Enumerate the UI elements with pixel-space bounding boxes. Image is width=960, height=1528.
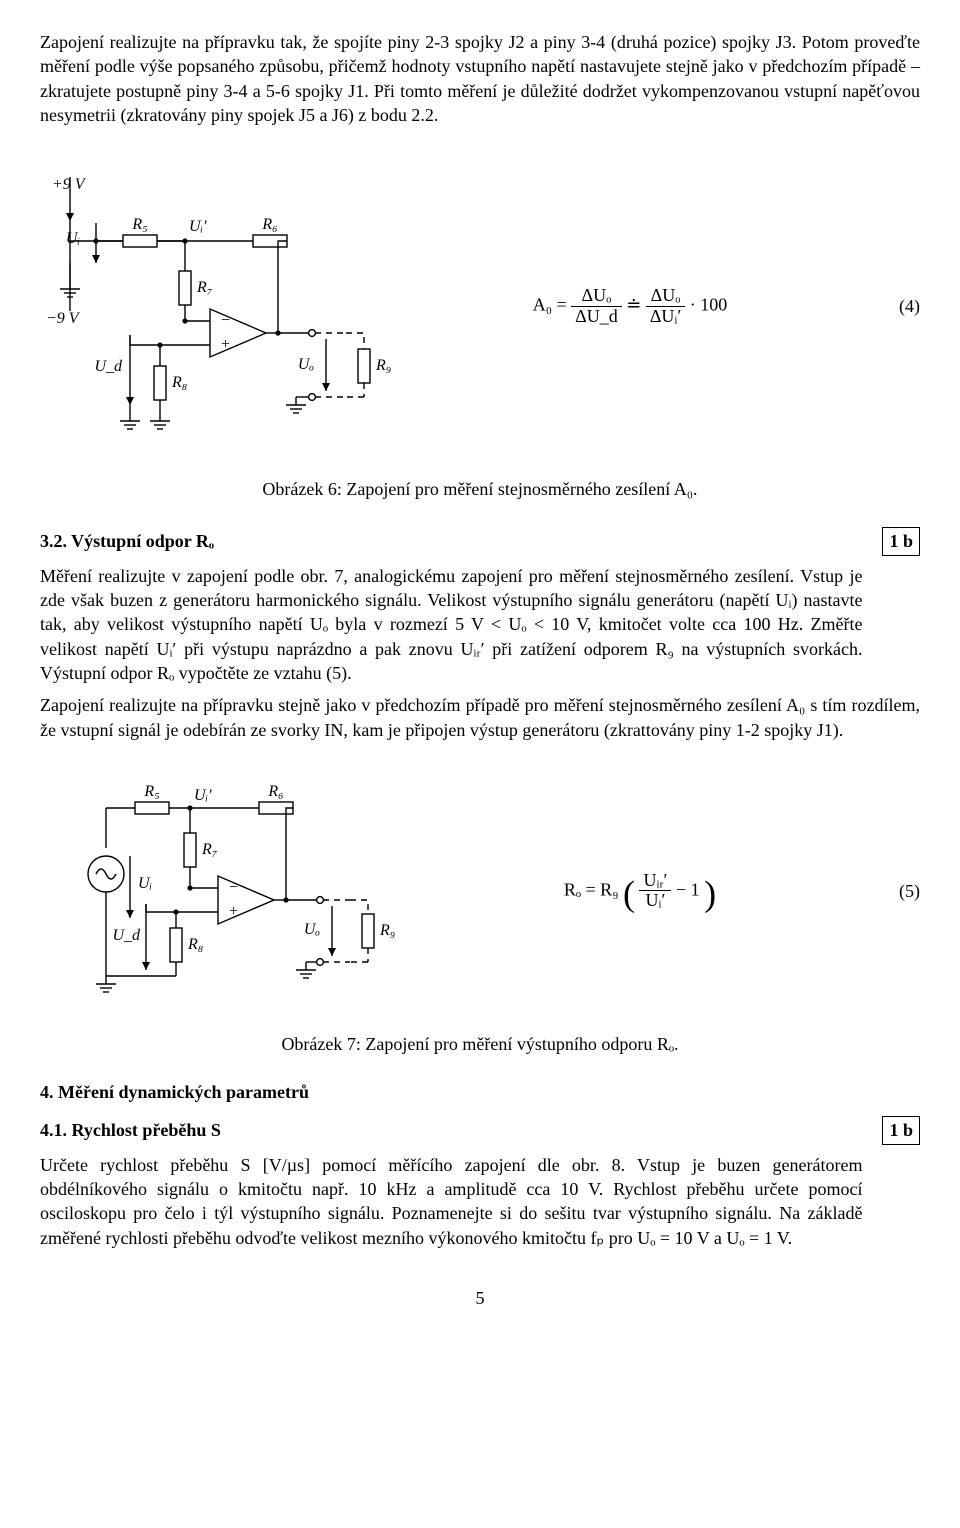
svg-text:Uᵢ: Uᵢ xyxy=(66,230,80,247)
eq4-tail: · 100 xyxy=(690,294,728,314)
eq5-den: Uᵢ′ xyxy=(639,890,671,911)
section-4-1-title: 4.1. Rychlost přeběhu S xyxy=(40,1118,862,1142)
equation-5: Rₒ = R₉ ( Uᵢᵣ′ Uᵢ′ − 1 ) xyxy=(420,871,860,912)
eq4-mid: ≐ xyxy=(626,294,646,314)
eq5-lhs: Rₒ = R₉ xyxy=(564,879,619,899)
svg-text:R₈: R₈ xyxy=(171,374,187,391)
eq5-number: (5) xyxy=(860,879,920,903)
svg-text:Uₒ: Uₒ xyxy=(304,921,321,938)
svg-text:R₉: R₉ xyxy=(379,922,395,939)
section-3-2-title: 3.2. Výstupní odpor Rₒ xyxy=(40,529,862,553)
eq4-num2: ΔUₒ xyxy=(646,286,685,306)
svg-text:−9 V: −9 V xyxy=(46,310,81,327)
section-4-1-p: Určete rychlost přeběhu S [V/µs] pomocí … xyxy=(40,1153,862,1250)
svg-text:Uᵢ: Uᵢ xyxy=(138,875,152,892)
section-3-2-p2: Zapojení realizujte na přípravku stejně … xyxy=(40,693,920,742)
circuit-fig7: R₅ Uᵢ′ R₆ Uᵢ R₇ − + R₈ U_d R₉ Uₒ xyxy=(60,778,420,1008)
svg-text:R₅: R₅ xyxy=(143,783,159,800)
page-number: 5 xyxy=(40,1286,920,1310)
eq5-tail: − 1 xyxy=(676,879,700,899)
points-badge-4-1: 1 b xyxy=(882,1116,920,1144)
svg-text:+: + xyxy=(228,903,239,920)
eq5-num: Uᵢᵣ′ xyxy=(639,871,671,891)
svg-text:R₅: R₅ xyxy=(131,216,147,233)
svg-text:R₈: R₈ xyxy=(187,936,203,953)
eq4-number: (4) xyxy=(860,294,920,318)
svg-text:R₇: R₇ xyxy=(201,841,218,858)
svg-text:Uᵢ′: Uᵢ′ xyxy=(194,787,212,804)
svg-text:−: − xyxy=(228,879,239,896)
svg-text:Uₒ: Uₒ xyxy=(298,356,315,373)
svg-text:Uᵢ′: Uᵢ′ xyxy=(189,218,207,235)
eq4-lhs: A₀ = xyxy=(533,294,567,314)
section-4-title: 4. Měření dynamických parametrů xyxy=(40,1080,920,1104)
svg-text:U_d: U_d xyxy=(94,358,123,375)
eq4-den1: ΔU_d xyxy=(571,306,622,327)
figure6-row: +9 VUᵢR₅Uᵢ′R₆−9 VR₇−+R₈U_dR₉Uₒ A₀ = ΔUₒ … xyxy=(40,155,920,457)
eq4-den2: ΔUᵢ′ xyxy=(646,306,685,327)
section-3-2-p1: Měření realizujte v zapojení podle obr. … xyxy=(40,564,862,685)
equation-4: A₀ = ΔUₒ ΔU_d ≐ ΔUₒ ΔUᵢ′ · 100 xyxy=(400,286,860,327)
points-badge-3-2: 1 b xyxy=(882,527,920,555)
svg-text:R₆: R₆ xyxy=(261,216,277,233)
circuit-fig6: +9 VUᵢR₅Uᵢ′R₆−9 VR₇−+R₈U_dR₉Uₒ xyxy=(40,163,400,453)
figure7-caption: Obrázek 7: Zapojení pro měření výstupníh… xyxy=(40,1032,920,1056)
figure6-caption: Obrázek 6: Zapojení pro měření stejnosmě… xyxy=(40,477,920,501)
svg-text:U_d: U_d xyxy=(112,927,141,944)
svg-text:R₇: R₇ xyxy=(196,279,213,296)
svg-text:R₉: R₉ xyxy=(375,357,391,374)
eq4-num1: ΔUₒ xyxy=(571,286,622,306)
intro-paragraph: Zapojení realizujte na přípravku tak, že… xyxy=(40,30,920,127)
figure7-row: R₅ Uᵢ′ R₆ Uᵢ R₇ − + R₈ U_d R₉ Uₒ Rₒ = R₉ ( Uᵢᵣ′ Uᵢ… xyxy=(40,770,920,1012)
svg-text:+: + xyxy=(220,336,231,353)
svg-text:−: − xyxy=(220,312,231,329)
svg-text:R₆: R₆ xyxy=(267,783,283,800)
